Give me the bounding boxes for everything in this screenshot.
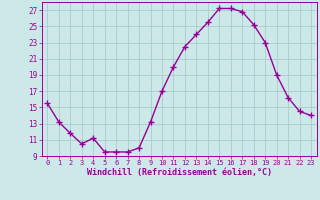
X-axis label: Windchill (Refroidissement éolien,°C): Windchill (Refroidissement éolien,°C) bbox=[87, 168, 272, 177]
